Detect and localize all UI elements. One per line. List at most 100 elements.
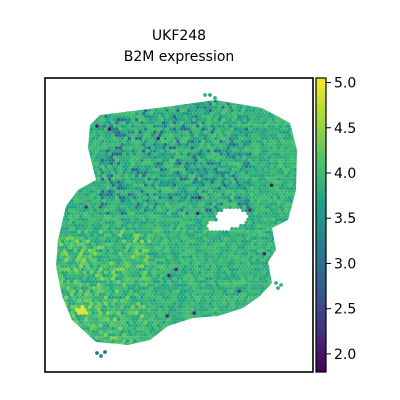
- expression-spot: [114, 258, 119, 262]
- expression-spot: [107, 233, 112, 238]
- expression-spot: [100, 245, 105, 250]
- expression-spot: [93, 245, 98, 250]
- expression-spot: [293, 192, 297, 197]
- expression-spot: [52, 324, 56, 328]
- expression-spot: [87, 236, 92, 241]
- expression-spot: [66, 180, 71, 185]
- expression-spot: [222, 239, 227, 244]
- expression-spot: [210, 292, 215, 297]
- expression-spot: [62, 292, 67, 297]
- expression-spot: [282, 311, 287, 315]
- expression-spot: [82, 208, 87, 213]
- expression-spot: [271, 273, 276, 278]
- expression-spot: [129, 133, 134, 138]
- expression-spot: [285, 267, 290, 272]
- expression-spot: [258, 152, 263, 157]
- expression-spot: [271, 317, 276, 322]
- expression-spot: [199, 111, 204, 116]
- expression-spot: [71, 245, 76, 250]
- expression-spot: [221, 317, 225, 322]
- expression-spot: [228, 174, 233, 178]
- expression-spot: [199, 217, 204, 222]
- expression-spot: [123, 130, 128, 135]
- expression-spot: [150, 152, 155, 157]
- expression-spot: [64, 108, 69, 113]
- expression-spot: [141, 105, 146, 110]
- expression-spot: [52, 299, 56, 303]
- expression-spot: [156, 130, 161, 135]
- expression-spot: [190, 245, 195, 250]
- expression-spot: [296, 174, 297, 178]
- expression-spot: [56, 233, 58, 238]
- expression-spot: [159, 117, 164, 122]
- expression-spot: [69, 292, 74, 297]
- expression-spot: [105, 286, 110, 291]
- expression-spot: [174, 280, 179, 284]
- expression-spot: [215, 139, 220, 144]
- expression-spot: [222, 146, 227, 150]
- expression-spot: [226, 108, 231, 113]
- expression-spot: [249, 248, 254, 253]
- expression-spot: [192, 142, 197, 147]
- expression-spot: [161, 245, 166, 250]
- expression-spot: [217, 155, 222, 160]
- expression-spot: [255, 233, 260, 238]
- expression-spot: [192, 242, 197, 247]
- expression-spot: [275, 199, 279, 203]
- expression-spot: [204, 133, 209, 138]
- expression-spot: [213, 230, 218, 235]
- expression-spot: [98, 167, 103, 172]
- expression-spot: [174, 192, 179, 197]
- expression-spot: [287, 208, 292, 213]
- expression-spot: [199, 199, 204, 203]
- expression-spot: [122, 170, 126, 175]
- expression-spot: [276, 139, 281, 144]
- expression-spot: [158, 314, 162, 319]
- expression-spot: [75, 270, 80, 275]
- expression-spot: [246, 105, 251, 110]
- expression-spot: [294, 283, 297, 288]
- expression-spot: [246, 167, 251, 172]
- expression-spot: [188, 267, 193, 272]
- expression-spot: [120, 174, 125, 178]
- expression-spot: [143, 258, 148, 262]
- expression-spot: [152, 242, 157, 247]
- expression-spot: [122, 139, 126, 144]
- expression-spot: [105, 186, 110, 191]
- expression-spot: [240, 308, 245, 312]
- expression-spot: [246, 155, 251, 160]
- expression-spot: [107, 108, 112, 113]
- expression-spot: [66, 124, 71, 128]
- expression-spot: [235, 280, 240, 284]
- expression-spot: [240, 183, 245, 188]
- expression-spot: [167, 298, 171, 303]
- expression-spot: [127, 248, 132, 253]
- expression-spot: [186, 301, 191, 306]
- expression-spot: [93, 314, 98, 319]
- expression-spot: [235, 255, 240, 259]
- expression-spot: [107, 177, 112, 182]
- expression-spot: [77, 217, 81, 222]
- expression-spot: [172, 314, 177, 319]
- expression-spot: [172, 283, 177, 287]
- expression-spot: [246, 255, 251, 259]
- expression-spot: [111, 289, 116, 294]
- expression-spot: [131, 230, 135, 235]
- expression-spot: [204, 214, 209, 219]
- expression-spot: [275, 267, 279, 272]
- expression-spot: [56, 100, 60, 103]
- expression-spot: [145, 105, 150, 110]
- expression-spot: [289, 192, 294, 197]
- expression-spot: [68, 227, 72, 231]
- expression-spot: [95, 186, 99, 191]
- expression-spot: [80, 298, 85, 303]
- expression-spot: [132, 214, 137, 219]
- expression-spot: [287, 233, 292, 238]
- expression-spot: [253, 205, 258, 210]
- expression-spot: [177, 242, 182, 247]
- expression-spot: [75, 276, 80, 281]
- expression-spot: [212, 245, 216, 250]
- expression-spot: [271, 155, 276, 160]
- expression-spot: [154, 114, 159, 119]
- expression-spot: [60, 314, 65, 319]
